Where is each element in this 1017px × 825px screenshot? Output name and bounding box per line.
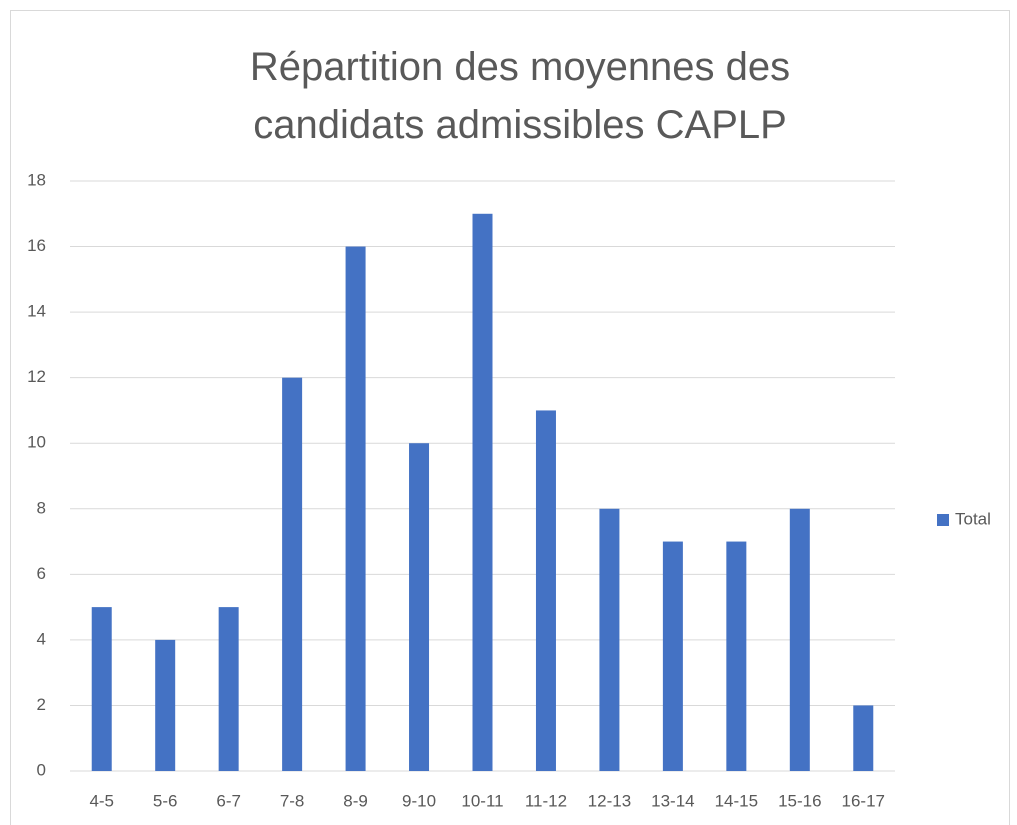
bar <box>345 246 366 772</box>
bar <box>535 410 556 771</box>
x-tick-label: 9-10 <box>402 791 436 810</box>
bar <box>472 213 493 771</box>
y-tick-label: 8 <box>37 498 46 517</box>
x-tick-label: 6-7 <box>216 791 241 810</box>
x-tick-label: 11-12 <box>525 791 567 810</box>
x-tick-label: 8-9 <box>343 791 368 810</box>
bar <box>789 508 810 771</box>
legend-swatch <box>937 514 949 526</box>
bar <box>599 508 620 771</box>
y-tick-label: 16 <box>27 236 46 255</box>
x-tick-label: 16-17 <box>842 791 885 810</box>
bar <box>726 541 747 771</box>
x-tick-label: 12-13 <box>588 791 631 810</box>
x-tick-label: 10-11 <box>461 791 503 810</box>
x-tick-label: 4-5 <box>89 791 114 810</box>
bar <box>155 639 176 771</box>
bar <box>409 443 430 771</box>
chart-border <box>10 10 1010 825</box>
bar <box>853 705 874 771</box>
bar <box>218 607 239 771</box>
x-tick-label: 14-15 <box>715 791 758 810</box>
y-tick-label: 2 <box>37 695 46 714</box>
x-tick-label: 5-6 <box>153 791 178 810</box>
bar <box>662 541 683 771</box>
bar <box>91 607 112 771</box>
x-tick-label: 7-8 <box>280 791 305 810</box>
bar <box>282 377 303 771</box>
y-tick-label: 18 <box>27 170 46 189</box>
y-tick-label: 12 <box>27 367 46 386</box>
y-tick-label: 4 <box>37 629 46 648</box>
y-tick-label: 0 <box>37 760 46 779</box>
legend-label: Total <box>955 509 991 528</box>
y-tick-label: 14 <box>27 302 46 321</box>
x-tick-label: 13-14 <box>651 791 694 810</box>
y-tick-label: 6 <box>37 564 46 583</box>
y-tick-label: 10 <box>27 433 46 452</box>
chart-title: Répartition des moyennes des candidats a… <box>249 45 791 147</box>
x-tick-label: 15-16 <box>778 791 821 810</box>
